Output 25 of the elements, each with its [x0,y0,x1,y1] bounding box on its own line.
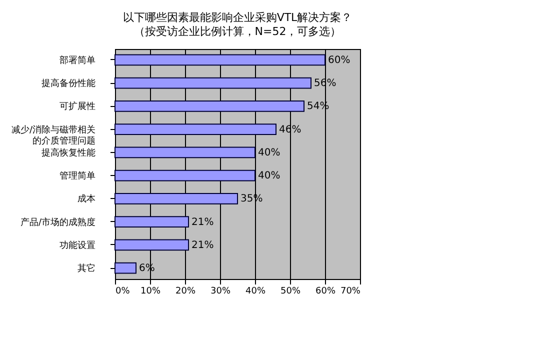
y-tick-label: 部署简单 [60,54,96,66]
x-tick-label: 10% [140,286,161,296]
y-tick-label: 可扩展性 [60,101,96,112]
x-tick-label: 30% [210,286,231,296]
chart-subtitle: （按受访企业比例计算，N=52，可多选） [134,25,342,38]
data-label: 21% [192,216,214,228]
data-label: 21% [192,240,214,251]
y-tick-label: 功能设置 [60,240,96,251]
data-label: 40% [258,170,280,182]
chart-title: 以下哪些因素最能影响企业采购VTL解决方案？ [122,11,352,24]
y-tick-label: 提高备份性能 [42,78,96,90]
y-tick-label: 减少/消除与磁带相关的介质管理问题 [11,124,96,146]
data-label: 60% [328,54,350,66]
x-tick-label: 20% [175,286,196,296]
x-tick-label: 0% [116,286,130,296]
x-tick-label: 40% [245,286,266,296]
x-tick-label: 70% [340,286,361,296]
y-tick-label: 成本 [78,194,96,205]
y-tick-label: 其它 [78,263,96,274]
x-tick-label: 50% [280,286,301,296]
y-tick-label: 提高恢复性能 [42,147,96,158]
data-label: 40% [258,147,280,158]
y-tick-label: 管理简单 [60,170,96,182]
x-tick-label: 60% [315,286,336,296]
y-tick-label: 产品/市场的成熟度 [20,216,96,228]
